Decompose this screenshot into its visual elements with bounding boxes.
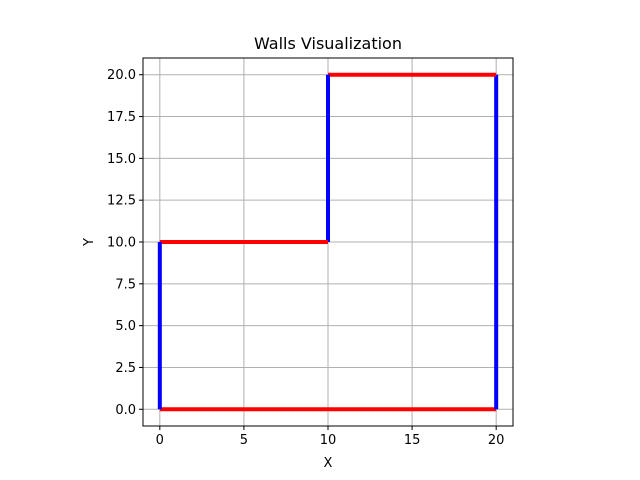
y-tick-label: 10.0 [107,236,136,251]
y-tick-label: 5.0 [115,319,136,334]
axis-ticks: 0 5 10 15 20 0.0 2.5 5.0 7.5 10.0 12.5 15.0 17.5 20.0 [107,68,504,448]
chart-title: Walls Visualization [254,34,402,53]
x-tick-label: 10 [320,433,337,448]
y-tick-label: 7.5 [115,277,136,292]
y-tick-label: 12.5 [107,194,136,209]
x-tick-label: 20 [488,433,505,448]
y-tick-label: 20.0 [107,68,136,83]
y-axis-label: Y [82,238,97,247]
x-axis-label: X [324,456,333,471]
y-tick-label: 15.0 [107,152,136,167]
y-tick-label: 2.5 [115,361,136,376]
x-tick-label: 0 [156,433,164,448]
y-tick-label: 0.0 [115,403,136,418]
x-tick-label: 5 [240,433,248,448]
wall-segments [157,72,499,412]
y-tick-label: 17.5 [107,110,136,125]
x-tick-label: 15 [404,433,421,448]
